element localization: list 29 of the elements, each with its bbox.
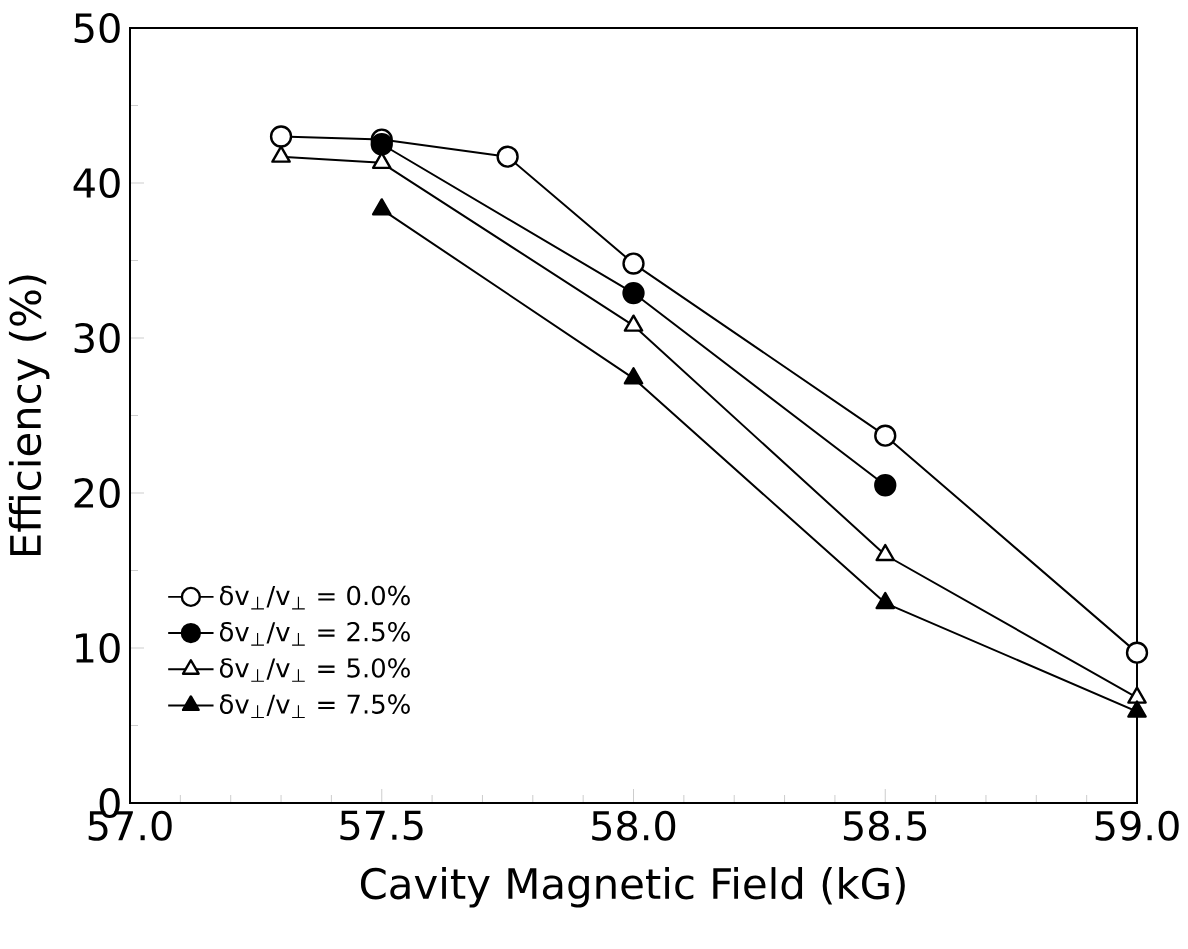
- y-tick-label: 30: [74, 322, 120, 354]
- x-tick-label: 57.5: [340, 810, 423, 841]
- legend-label: δv$_{⊥}$/v$_{⊥}$ = 5.0%: [219, 658, 410, 682]
- y-tick-label: 40: [73, 167, 120, 199]
- point: [269, 125, 293, 148]
- point: [875, 591, 896, 610]
- point: [874, 474, 897, 497]
- legend-label: δv$_{⊥}$/v$_{⊥}$ = 7.5%: [219, 694, 410, 718]
- point: [370, 133, 393, 156]
- point: [622, 252, 645, 275]
- point: [623, 367, 644, 385]
- x-tick-label: 58.0: [592, 810, 676, 841]
- y-axis-title: Efficiency (%): [8, 275, 50, 556]
- y-tick-label: 10: [76, 632, 120, 664]
- point: [1127, 686, 1147, 704]
- x-axis-title: Cavity Magnetic Field (kG): [360, 867, 905, 908]
- point: [874, 424, 897, 447]
- point: [623, 314, 644, 332]
- x-tick-label: 58.5: [843, 810, 927, 841]
- y-tick-label: 20: [74, 477, 120, 509]
- point: [371, 198, 392, 216]
- legend-label: δv$_{⊥}$/v$_{⊥}$ = 2.5%: [219, 621, 410, 646]
- point: [1127, 700, 1147, 718]
- point: [875, 543, 896, 562]
- x-tick-label: 59.0: [1095, 810, 1179, 841]
- point: [496, 145, 519, 168]
- y-tick-label: 50: [74, 12, 120, 44]
- legend-label: δv$_{⊥}$/v$_{⊥}$ = 0.0%: [219, 585, 410, 610]
- point: [622, 281, 645, 305]
